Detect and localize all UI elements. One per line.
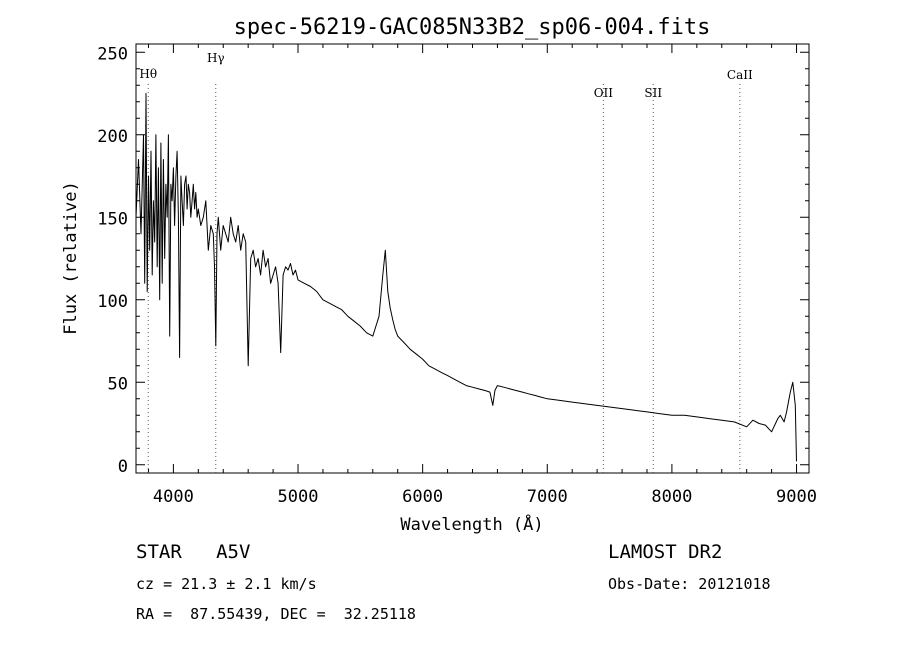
spectral-line-label: Hγ [207,51,225,65]
x-tick-label: 7000 [527,487,568,507]
coordinates-text: RA = 87.55439, DEC = 32.25118 [136,605,416,623]
object-class-text: STAR A5V [136,541,251,563]
spectrum-series-line [135,93,797,462]
spectral-line-label: SII [644,86,662,100]
survey-release-text: LAMOST DR2 [608,541,723,563]
x-tick-label: 6000 [402,487,443,507]
spectral-line-label: CaII [727,68,753,82]
chart-title: spec-56219-GAC085N33B2_sp06-004.fits [234,15,711,40]
y-tick-label: 200 [97,127,128,147]
y-tick-label: 50 [108,374,128,394]
y-tick-label: 150 [97,209,128,229]
spectrum-chart: spec-56219-GAC085N33B2_sp06-004.fits 400… [61,15,817,535]
x-tick-label: 9000 [776,487,817,507]
spectral-line-label: Hθ [139,67,157,81]
y-tick-label: 0 [118,457,128,477]
x-tick-label: 4000 [153,487,194,507]
y-tick-label: 100 [97,292,128,312]
x-axis-label: Wavelength (Å) [400,513,543,535]
y-axis-label: Flux (relative) [61,181,81,335]
obs-date-text: Obs-Date: 20121018 [608,575,771,593]
y-tick-label: 250 [97,44,128,64]
spectral-line-label: OII [594,86,614,100]
plot-frame [135,43,810,474]
x-tick-label: 5000 [278,487,319,507]
x-tick-label: 8000 [651,487,692,507]
redshift-text: cz = 21.3 ± 2.1 km/s [136,575,317,593]
